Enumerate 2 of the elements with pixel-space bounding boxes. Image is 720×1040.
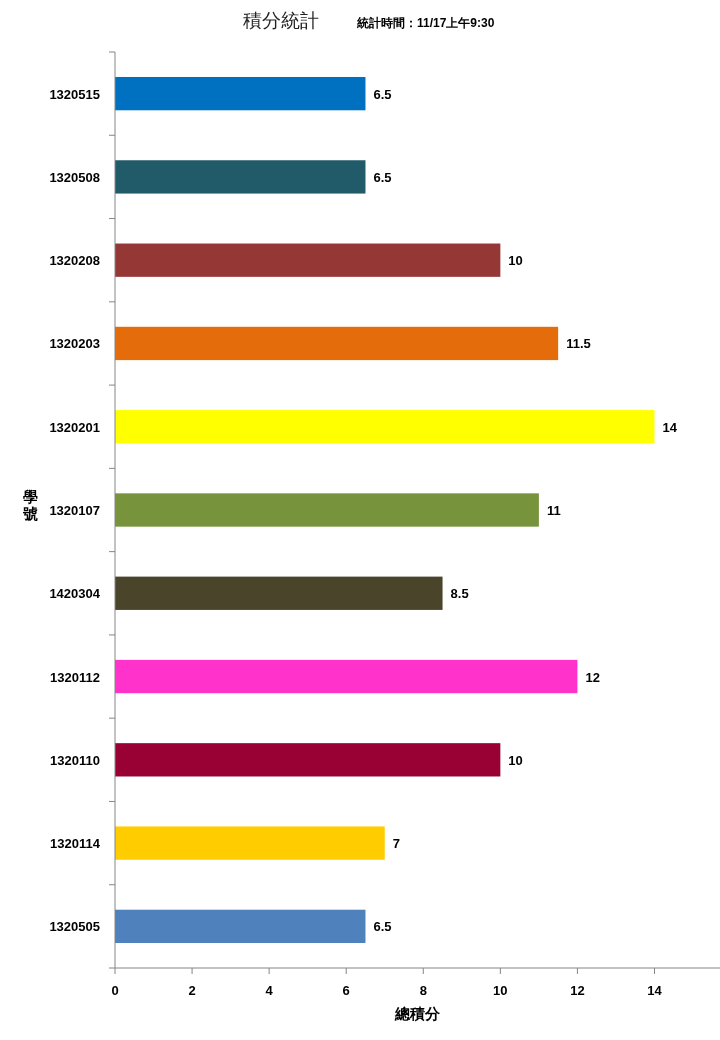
- title: 積分統計: [243, 10, 319, 31]
- subtitle: 統計時間：11/17上午9:30: [357, 16, 495, 30]
